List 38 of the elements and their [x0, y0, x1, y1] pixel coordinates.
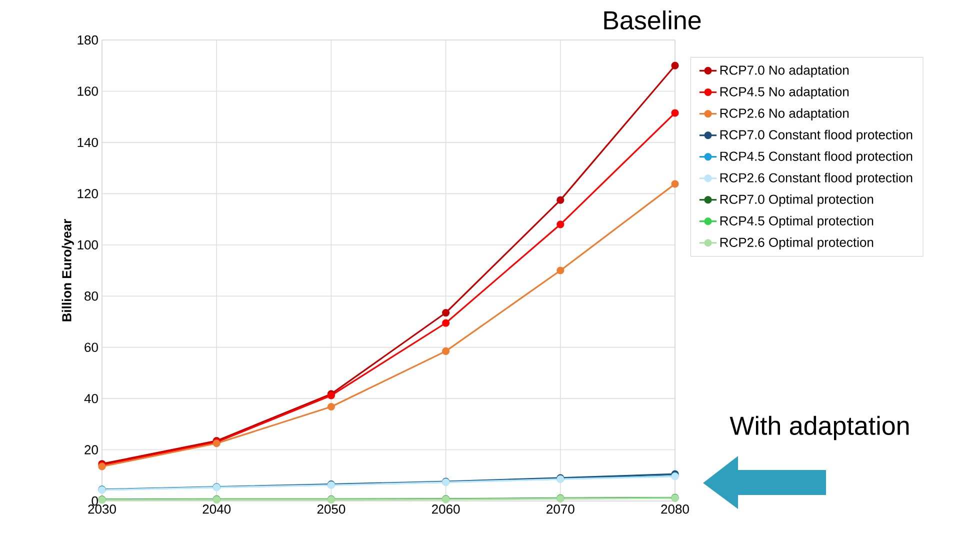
legend-label: RCP4.5 No adaptation [720, 86, 849, 99]
y-tick-label: 100 [78, 240, 98, 250]
legend-label: RCP2.6 No adaptation [720, 108, 849, 120]
y-axis-title: Billion Euro/year [62, 219, 74, 322]
point [556, 196, 564, 204]
point [671, 62, 679, 70]
y-tick-label: 160 [78, 86, 98, 96]
x-tick-label: 2030 [88, 504, 116, 514]
point [671, 180, 679, 188]
legend-label: RCP2.6 Optimal protection [720, 237, 874, 250]
text: With adaptation [730, 416, 909, 440]
x-tick-label: 2080 [661, 504, 689, 514]
x-tick-label: 2040 [202, 504, 231, 514]
y-tick-label: 80 [84, 292, 98, 301]
point [556, 266, 564, 274]
x-tick-label: 2050 [317, 504, 346, 514]
legend-label: RCP7.0 Optimal protection [720, 194, 874, 206]
point [327, 402, 336, 411]
y-tick-label: 60 [84, 342, 98, 352]
point [671, 109, 679, 117]
y-tick-label: 0 [92, 496, 98, 506]
legend-label: RCP7.0 No adaptation [720, 65, 849, 78]
x-tick-label: 2060 [432, 504, 460, 514]
legend-label: RCP2.6 Constant flood protection [720, 172, 912, 185]
y-tick-label: 40 [84, 394, 98, 404]
x-tick-label: 2070 [546, 504, 574, 514]
text: Baseline [604, 10, 701, 30]
legend-label: RCP4.5 Optimal protection [720, 216, 874, 228]
legend-label: RCP4.5 Constant flood protection [720, 151, 912, 164]
y-tick-label: 120 [78, 189, 98, 198]
point [442, 319, 450, 327]
y-tick-label: 180 [78, 35, 98, 45]
y-tick-label: 20 [84, 445, 98, 454]
legend-label: RCP7.0 Constant flood protection [720, 130, 912, 142]
point [442, 347, 450, 355]
point [556, 220, 564, 228]
y-tick-label: 140 [78, 138, 98, 148]
point [442, 308, 450, 317]
